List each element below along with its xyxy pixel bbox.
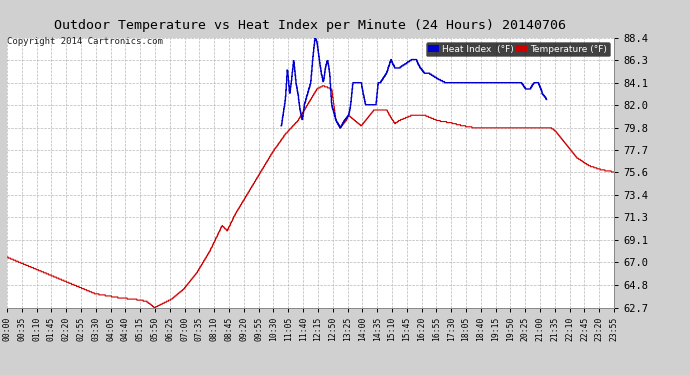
Text: Copyright 2014 Cartronics.com: Copyright 2014 Cartronics.com	[7, 38, 163, 46]
Text: Outdoor Temperature vs Heat Index per Minute (24 Hours) 20140706: Outdoor Temperature vs Heat Index per Mi…	[55, 19, 566, 32]
Legend: Heat Index  (°F), Temperature (°F): Heat Index (°F), Temperature (°F)	[426, 42, 609, 56]
